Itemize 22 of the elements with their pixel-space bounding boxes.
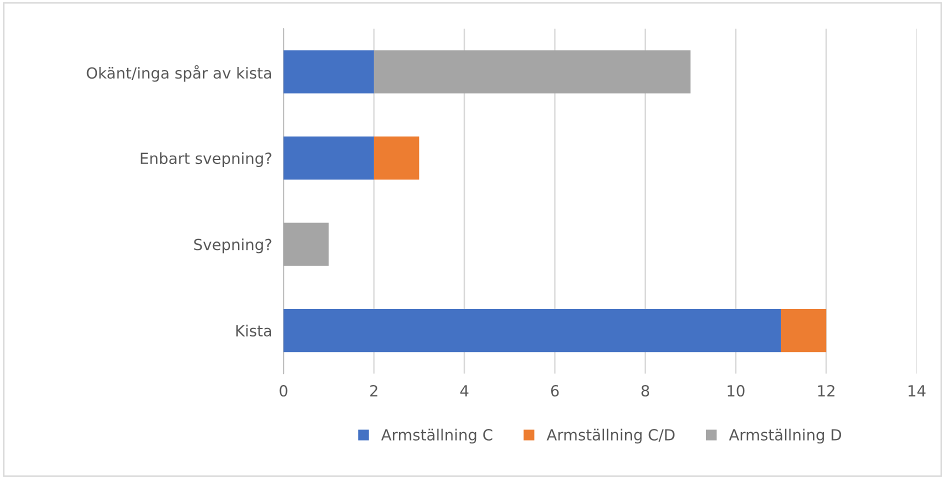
x-tick-label: 12: [818, 385, 834, 396]
bar: [284, 50, 374, 94]
bar: [374, 50, 691, 94]
x-tick-label: 14: [908, 385, 926, 396]
bar: [780, 308, 826, 352]
legend-label: Armställning D: [729, 428, 842, 444]
legend-label: Armställning C: [381, 428, 492, 444]
bar: [284, 308, 781, 352]
x-tick-label: 0: [280, 385, 288, 397]
y-tick-label: Enbart svepning?: [140, 152, 272, 168]
y-tick-label: Svepning?: [194, 238, 272, 254]
y-tick-label: Kista: [236, 324, 272, 337]
x-tick-label: 2: [370, 385, 378, 396]
bar: [284, 222, 329, 266]
x-tick-label: 6: [551, 385, 559, 397]
bar: [284, 136, 374, 180]
y-tick-label: Okänt/inga spår av kista: [86, 65, 272, 82]
legend-label: Armställning C/D: [546, 428, 675, 444]
x-tick-label: 8: [641, 385, 650, 397]
x-tick-label: 10: [728, 385, 744, 397]
bar: [374, 136, 420, 180]
x-tick-label: 4: [460, 385, 468, 396]
